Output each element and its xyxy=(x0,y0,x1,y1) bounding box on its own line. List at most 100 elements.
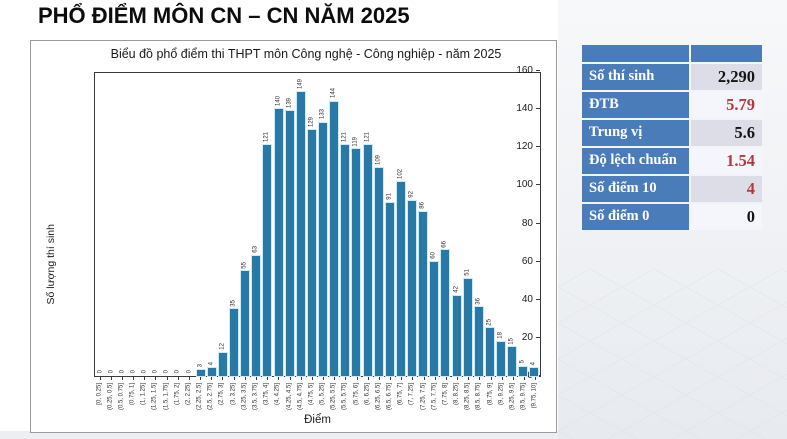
x-tick-label: (8.5, 8.75] xyxy=(475,383,482,411)
bar xyxy=(408,200,417,376)
bar-slot: 18 xyxy=(496,73,507,376)
plot-area: 020406080100120140160 000000000341235556… xyxy=(94,65,541,381)
bar xyxy=(452,295,461,376)
stats-row-label: ĐTB xyxy=(582,92,689,118)
bar-value-label: 0 xyxy=(97,369,104,373)
x-tick-label: (2.5, 2.75] xyxy=(207,383,214,411)
bar-value-label: 36 xyxy=(475,297,482,305)
x-tick: (0.5, 0.75] xyxy=(116,377,127,424)
bar xyxy=(352,149,361,376)
bar-value-label: 51 xyxy=(464,269,471,276)
x-tick-label: (9, 9.25] xyxy=(498,383,505,406)
bar-value-label: 0 xyxy=(141,369,148,373)
x-tick: (0.25, 0.5] xyxy=(105,377,116,424)
x-tick-label: (9.25, 9.5] xyxy=(509,383,516,411)
x-tick: (8.25, 8.5] xyxy=(463,377,474,424)
chart-title: Biểu đồ phổ điểm thi THPT môn Công nghệ … xyxy=(110,47,502,61)
x-tick: (6.75, 7] xyxy=(396,377,407,424)
bar xyxy=(285,111,294,376)
bar-slot: 129 xyxy=(306,73,317,376)
stats-header-label-cell xyxy=(582,45,689,62)
x-tick: (1.5, 1.75] xyxy=(161,377,172,424)
x-tick-label: (1.25, 1.5] xyxy=(151,383,158,411)
stats-row: Số điểm 10 4 xyxy=(582,176,762,202)
bar-value-label: 55 xyxy=(241,261,248,269)
x-tick: (2.75, 3] xyxy=(217,377,228,424)
bar-value-label: 121 xyxy=(364,132,371,143)
x-tick: (4.25, 4.5] xyxy=(284,377,295,424)
x-tick-label: (8.75, 9] xyxy=(487,383,494,406)
bar-value-label: 5 xyxy=(519,360,526,364)
bar xyxy=(441,250,450,376)
x-tick: (9.25, 9.5] xyxy=(507,377,518,424)
stats-header-row xyxy=(582,45,762,62)
x-tick: (5, 5.25] xyxy=(317,377,328,424)
bar-slot: 91 xyxy=(384,73,395,376)
x-tick: (9.75, 10] xyxy=(530,377,541,424)
bar-value-label: 12 xyxy=(219,343,226,351)
x-tick: (9, 9.25] xyxy=(496,377,507,424)
bar-slot: 60 xyxy=(429,73,440,376)
bar-slot: 0 xyxy=(128,73,139,376)
x-tick: (3.25, 3.5] xyxy=(239,377,250,424)
x-tick: (5.5, 5.75] xyxy=(340,377,351,424)
x-tick-label: (9.75, 10] xyxy=(531,383,538,409)
y-tick-label: 20 xyxy=(521,331,533,343)
x-axis-label: Điểm xyxy=(304,414,331,426)
bar-slot: 144 xyxy=(329,73,340,376)
bar-value-label: 86 xyxy=(419,202,426,210)
bar-value-label: 0 xyxy=(186,369,193,373)
bar-value-label: 109 xyxy=(375,155,382,166)
y-tick-label: 160 xyxy=(516,65,533,76)
bar-slot: 133 xyxy=(318,73,329,376)
x-tick: (8.75, 9] xyxy=(485,377,496,424)
bar-slot: 121 xyxy=(262,73,273,376)
bar xyxy=(485,328,494,376)
x-tick: (3.5, 3.75] xyxy=(250,377,261,424)
x-tick-label: (2.25, 2.5] xyxy=(196,383,203,411)
stats-row: Số thí sinh 2,290 xyxy=(582,64,762,90)
bar-value-label: 133 xyxy=(319,109,326,120)
bar-value-label: 139 xyxy=(286,97,293,108)
bar-value-label: 25 xyxy=(486,318,493,326)
bar xyxy=(385,202,394,376)
x-tick: (3.75, 4] xyxy=(262,377,273,424)
x-tick: (7.75, 8] xyxy=(440,377,451,424)
bottom-strip xyxy=(0,431,787,439)
chart-card: Biểu đồ phổ điểm thi THPT môn Công nghệ … xyxy=(30,40,557,433)
bar xyxy=(274,109,283,376)
x-tick: (1.25, 1.5] xyxy=(150,377,161,424)
x-tick-label: (3.75, 4] xyxy=(263,383,270,406)
bar-slot: 0 xyxy=(95,73,106,376)
x-tick: (8, 8.25] xyxy=(452,377,463,424)
bar xyxy=(207,368,216,376)
bar xyxy=(330,101,339,376)
bar-slot: 0 xyxy=(184,73,195,376)
bar-value-label: 102 xyxy=(397,168,404,179)
bar-value-label: 91 xyxy=(386,192,393,200)
stats-row-value: 5.6 xyxy=(691,120,762,146)
bar-value-label: 129 xyxy=(308,117,315,128)
x-tick-label: (2, 2.25] xyxy=(185,383,192,406)
x-tick: (8.5, 8.75] xyxy=(474,377,485,424)
x-tick: (2.25, 2.5] xyxy=(195,377,206,424)
stats-table: Số thí sinh 2,290 ĐTB 5.79 Trung vị 5.6 Độ lệc… xyxy=(582,45,762,232)
stats-row-label: Độ lệch chuẩn xyxy=(582,148,689,174)
bar xyxy=(230,309,239,376)
bar xyxy=(374,168,383,376)
bar xyxy=(363,145,372,376)
x-tick-label: (3, 3.25] xyxy=(230,383,237,406)
bar-slot: 12 xyxy=(217,73,228,376)
page-title: PHỔ ĐIỂM MÔN CN – CN NĂM 2025 xyxy=(38,3,410,28)
bar-value-label: 18 xyxy=(497,332,504,339)
bar-value-label: 0 xyxy=(163,369,170,373)
bar-slot: 51 xyxy=(462,73,473,376)
x-tick: (5.75, 6] xyxy=(351,377,362,424)
x-tick-label: (5.25, 5.5] xyxy=(330,383,337,411)
bar-value-label: 0 xyxy=(108,369,115,373)
bar-slot: 140 xyxy=(273,73,284,376)
bar-value-label: 0 xyxy=(174,369,181,373)
x-tick-label: (1.5, 1.75] xyxy=(163,383,170,411)
bar-value-label: 35 xyxy=(230,299,237,307)
x-tick: (6, 6.25] xyxy=(362,377,373,424)
